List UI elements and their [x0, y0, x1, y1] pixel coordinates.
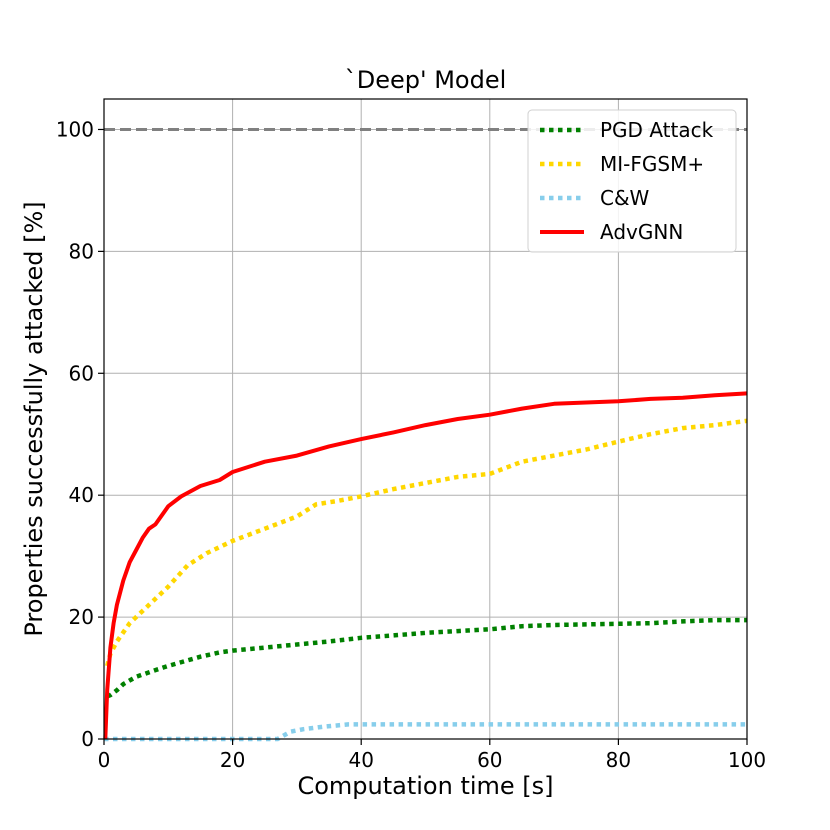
y-tick-label: 40 [69, 483, 94, 507]
series-group [103, 391, 748, 742]
y-tick-label: 80 [69, 239, 94, 263]
x-tick-label: 80 [606, 748, 631, 772]
y-tick-label: 0 [81, 727, 94, 751]
series-line-mi-fgsm- [105, 418, 748, 667]
series-line-advgnn [103, 391, 748, 740]
y-tick-label: 100 [56, 117, 94, 141]
series-line-pgd-attack [106, 617, 747, 699]
x-tick-label: 60 [477, 748, 502, 772]
x-axis-label: Computation time [s] [297, 772, 553, 800]
legend-label: AdvGNN [600, 220, 683, 244]
y-axis-label: Properties successfully attacked [%] [20, 201, 48, 636]
y-tick-label: 60 [69, 361, 94, 385]
plot-frame [103, 98, 748, 740]
x-tick-label: 40 [348, 748, 373, 772]
x-tick-label: 20 [220, 748, 245, 772]
x-tick-label: 0 [98, 748, 111, 772]
legend-label: PGD Attack [600, 118, 714, 142]
legend: PGD Attack MI-FGSM+ C&W AdvGNN [527, 109, 737, 253]
legend-box [527, 109, 737, 253]
y-tick-label: 20 [69, 605, 94, 629]
chart-title: `Deep' Model [345, 66, 507, 94]
ticks: 0 20 40 60 80 100 0 20 40 60 80 100 [56, 117, 766, 772]
legend-label: C&W [600, 186, 650, 210]
x-tick-label: 100 [728, 748, 766, 772]
legend-label: MI-FGSM+ [600, 152, 704, 176]
